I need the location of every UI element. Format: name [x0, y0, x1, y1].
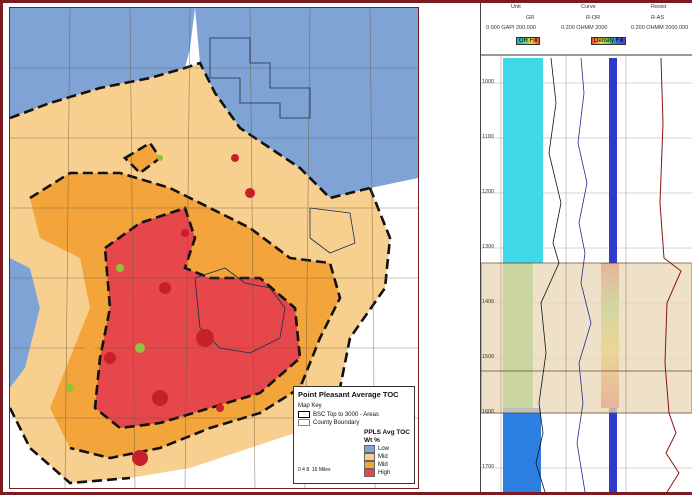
county-swatch-icon — [298, 419, 310, 426]
county-boundaries — [10, 8, 418, 488]
legend-class-mid1: Mid — [364, 453, 388, 461]
log-range-ras: 0.200 OHMM 2000.000 — [631, 25, 689, 31]
legend-key-item-area: BSC Top to 3000 - Areas — [298, 411, 379, 418]
log-tab-resist: Resist — [651, 4, 667, 10]
well-log-panel[interactable]: Unit Curve Resist GR R-OR R-AS 0.000 GAP… — [480, 3, 692, 492]
depth-label: 1400 — [482, 299, 495, 305]
toc-map[interactable]: Point Pleasant Average TOC Map Key BSC T… — [9, 7, 419, 489]
depth-label: 1300 — [482, 244, 495, 250]
log-col-ras: R-AS — [651, 15, 665, 21]
low-region-northwest — [10, 8, 195, 118]
high-region — [95, 208, 300, 428]
toc-contours — [10, 61, 392, 485]
legend-unit: Wt % — [364, 437, 380, 444]
mid2-swatch-icon — [364, 461, 375, 469]
gr-fill-colorbar: GR Fill — [516, 37, 541, 45]
density-fill-colorbar: Density Fill — [591, 37, 627, 45]
log-tab-unit: Unit — [511, 4, 521, 10]
low-swatch-icon — [364, 445, 375, 453]
legend-title: Point Pleasant Average TOC — [298, 390, 399, 399]
log-col-ror: R-OR — [586, 15, 601, 21]
high-swatch-icon — [364, 469, 375, 477]
depth-label: 1000 — [482, 79, 495, 85]
depth-label: 1200 — [482, 189, 495, 195]
log-tab-curve: Curve — [581, 4, 596, 10]
page-frame: Point Pleasant Average TOC Map Key BSC T… — [3, 3, 692, 492]
legend-key-header: Map Key — [298, 403, 322, 409]
map-canvas — [10, 8, 418, 488]
well-bubbles — [66, 154, 255, 466]
legend-class-low: Low — [364, 445, 389, 453]
log-tracks — [481, 54, 692, 492]
legend-category-title: PPLS Avg TOC — [364, 429, 410, 436]
low-region-west — [10, 258, 40, 388]
log-range-ror: 0.200 OHMM 2000 — [561, 25, 608, 31]
depth-label: 1100 — [482, 134, 494, 140]
depth-label: 1700 — [482, 464, 495, 470]
legend-class-high: High — [364, 469, 390, 477]
area-swatch-icon — [298, 411, 310, 418]
depth-label: 1600 — [482, 409, 495, 415]
log-col-gr: GR — [526, 15, 535, 21]
map-legend: Point Pleasant Average TOC Map Key BSC T… — [293, 386, 415, 484]
depth-label: 1500 — [482, 354, 495, 360]
legend-class-mid2: Mid — [364, 461, 388, 469]
scale-bar: 0 4 8 16 Miles — [298, 467, 331, 473]
legend-key-item-county: County Boundary — [298, 419, 359, 426]
log-range-gr: 0.000 GAPI 200.000 — [486, 25, 536, 31]
mid-swatch-icon — [364, 453, 375, 461]
